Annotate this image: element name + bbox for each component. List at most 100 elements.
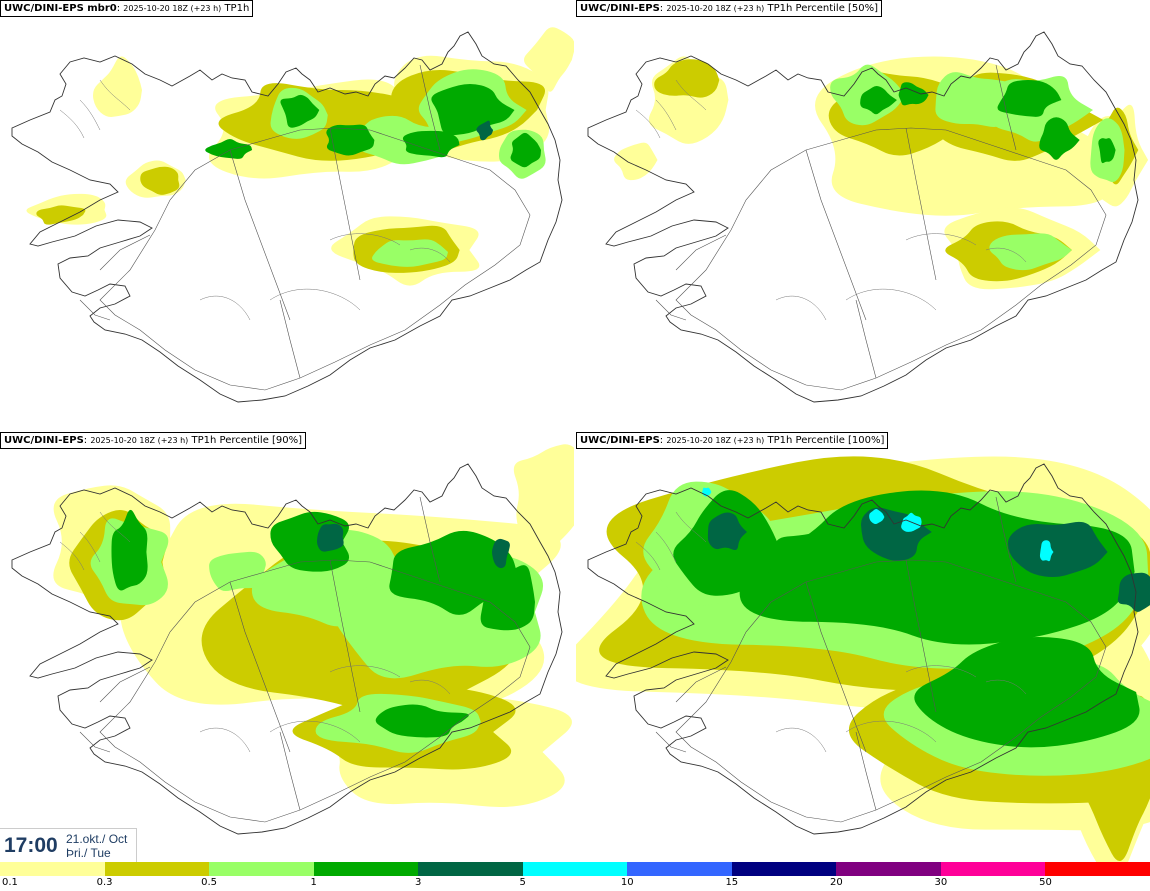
terrain-line [675,511,707,543]
terrain-line [99,79,131,111]
field-name: TP1h Percentile [50%] [767,3,879,14]
colorbar-tick-label: 20 [829,877,843,888]
map-panel-percentile-100: UWC/DINI-EPS: 2025-10-20 18Z (+23 h) TP1… [576,432,1150,862]
precip-area [869,508,885,524]
precip-area [1098,138,1116,164]
terrain-line [985,679,1027,695]
road-line [675,666,727,703]
road-line [805,581,867,753]
precip-area [1008,521,1108,577]
precip-area [92,56,142,117]
colorbar-tick-label: 3 [414,877,422,888]
terrain-line [985,247,1027,263]
terrain-line [775,727,827,753]
precip-area [375,704,469,738]
precip-area [774,530,857,600]
colorbar-tick-label: 0.5 [201,877,218,888]
precip-area [205,138,253,159]
terrain-line [79,99,101,131]
road-line [229,581,291,753]
colorbar-swatch [104,862,210,876]
precip-area [654,59,720,98]
panel-divider-horizontal [0,430,1150,432]
panel-title: UWC/DINI-EPS mbr0: 2025-10-20 18Z (+23 h… [0,0,254,17]
road-line [655,731,687,753]
precip-area [111,509,148,591]
field-name: TP1h Percentile [90%] [191,435,303,446]
coastline [11,31,563,403]
road-line [655,299,687,321]
precip-area [1039,540,1054,562]
precip-area [707,512,747,551]
road-line [855,299,877,379]
road-line [279,731,301,811]
precip-area [1117,572,1150,612]
precip-area [997,80,1062,117]
road-line [79,299,111,321]
precip-area [431,83,515,136]
colorbar-tick-label: 1 [310,877,317,888]
terrain-line [635,541,661,571]
precip-area [914,637,1140,748]
precip-area [989,233,1072,271]
model-name: UWC/DINI-EPS mbr0 [4,3,117,14]
terrain-line [409,247,451,263]
road-line [99,234,151,271]
run-time: 2025-10-20 18Z (+23 h) [123,4,222,13]
terrain-line [199,295,251,321]
colorbar-swatch [940,862,1046,876]
road-line [229,149,291,321]
road-line [99,666,151,703]
colorbar-tick-label: 0.3 [96,877,113,888]
precip-area [480,565,535,631]
road-line [675,234,727,271]
colorbar-swatch [731,862,837,876]
map-panel-percentile-50: UWC/DINI-EPS: 2025-10-20 18Z (+23 h) TP1… [576,0,1150,430]
precip-area [316,523,344,552]
run-time: 2025-10-20 18Z (+23 h) [666,436,765,445]
terrain-line [635,109,661,139]
coastline [587,463,1139,835]
precip-map [576,432,1150,862]
precip-area [1039,117,1080,160]
terrain-line [329,233,401,246]
model-name: UWC/DINI-EPS [4,435,84,446]
panel-title: UWC/DINI-EPS: 2025-10-20 18Z (+23 h) TP1… [576,0,883,17]
precip-area [280,94,320,128]
precip-map [0,432,574,862]
terrain-line [675,79,707,111]
precip-area [36,205,86,225]
colorbar-tick-label: 0.1 [2,877,18,888]
precip-area [326,124,375,156]
terrain-line [775,295,827,321]
terrain-line [845,288,937,311]
road-line [905,127,937,281]
valid-time-box: 17:00 21.okt./ Oct Þri./ Tue [0,828,137,863]
road-line [855,731,877,811]
valid-date: 21.okt./ Oct [66,832,128,846]
precip-map [0,0,574,430]
terrain-line [655,99,677,131]
road-line [905,559,937,713]
colorbar-swatch [836,862,942,876]
road-line [995,496,1017,583]
colorbar-swatch [1045,862,1150,876]
colorbar-swatch [209,862,315,876]
panel-title: UWC/DINI-EPS: 2025-10-20 18Z (+23 h) TP1… [0,432,307,449]
model-name: UWC/DINI-EPS [580,3,660,14]
run-time: 2025-10-20 18Z (+23 h) [90,436,189,445]
terrain-line [655,531,677,563]
terrain-line [269,288,361,311]
field-name: TP1h Percentile [100%] [767,435,885,446]
road-line [419,496,441,583]
precip-area [860,86,897,115]
terrain-line [409,679,451,695]
colorbar-tick-label: 30 [934,877,948,888]
road-line [419,64,441,151]
precip-area [524,27,574,92]
map-panel-percentile-90: UWC/DINI-EPS: 2025-10-20 18Z (+23 h) TP1… [0,432,574,862]
colorbar-swatch [627,862,733,876]
colorbar-swatch [313,862,419,876]
colorbar-swatch [418,862,524,876]
map-panel-member0: UWC/DINI-EPS mbr0: 2025-10-20 18Z (+23 h… [0,0,574,430]
